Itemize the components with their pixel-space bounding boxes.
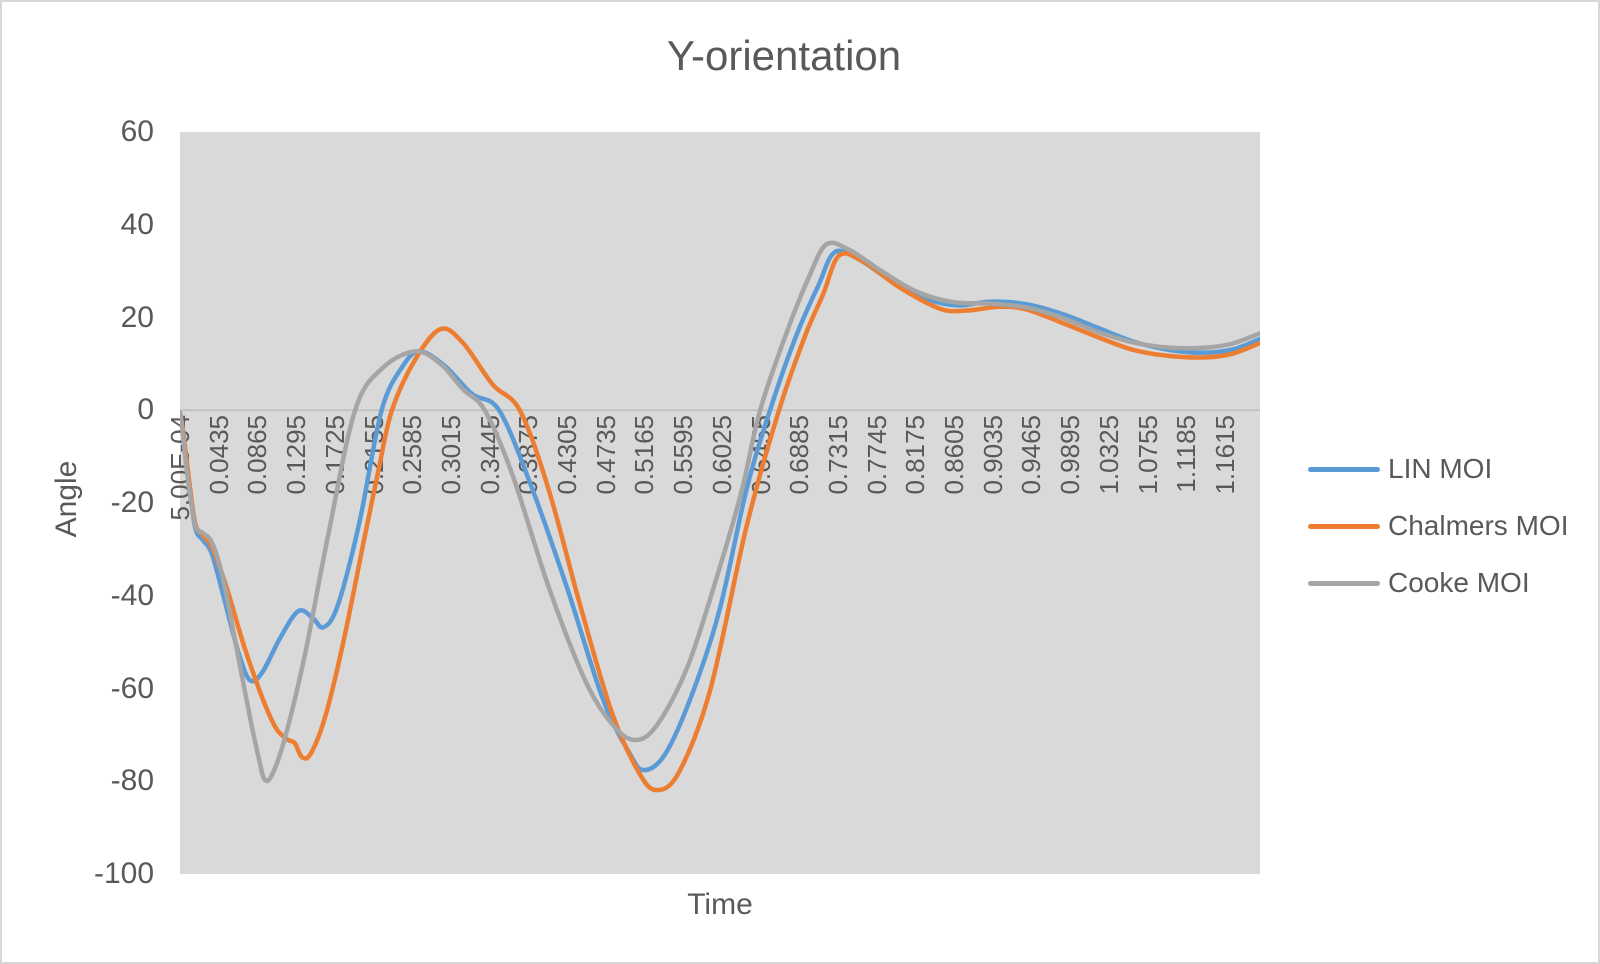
- x-tick-label: 0.7315: [822, 415, 853, 495]
- y-tick-label: -80: [110, 764, 154, 798]
- x-tick-label: 0.4735: [590, 415, 621, 495]
- x-tick-label: 0.9035: [977, 415, 1008, 495]
- x-tick-label: 0.3875: [513, 415, 544, 495]
- y-tick-label: -20: [110, 486, 154, 519]
- x-tick-label: 0.4305: [552, 415, 582, 495]
- x-tick-label: 0.7745: [861, 415, 892, 495]
- x-tick-label: 5.00E-04: [165, 415, 195, 521]
- chart-title: Y-orientation: [666, 32, 902, 79]
- y-tick-label: 20: [120, 300, 154, 334]
- x-tick-label: 0.2155: [358, 415, 389, 495]
- legend-label: Cooke MOI: [1388, 567, 1530, 598]
- x-tick-label: 0.6885: [784, 415, 815, 495]
- x-tick-label: 0.5165: [629, 415, 660, 495]
- x-tick-label: 0.6025: [706, 415, 737, 495]
- x-tick-label: 0.1725: [319, 415, 350, 495]
- x-tick-label: 0.8605: [939, 415, 969, 495]
- legend-swatch-icon: [1308, 580, 1380, 586]
- plot-area-background: [180, 132, 1260, 874]
- x-tick-label: 0.3015: [435, 415, 466, 495]
- x-tick-label: 0.5595: [668, 415, 699, 495]
- x-tick-label: 1.1185: [1171, 415, 1202, 493]
- legend-label: Chalmers MOI: [1388, 510, 1569, 541]
- legend-swatch-icon: [1308, 523, 1380, 529]
- legend: LIN MOI Chalmers MOI Cooke MOI: [1308, 452, 1568, 600]
- x-tick-label: 1.1615: [1209, 415, 1240, 495]
- x-tick-label: 0.6455: [745, 415, 776, 495]
- x-tick-label: 0.0865: [242, 415, 273, 495]
- x-tick-label: 0.3445: [474, 415, 505, 495]
- x-axis-title: Time: [687, 888, 753, 921]
- y-tick-label: 40: [120, 207, 154, 241]
- x-tick-label: 1.0755: [1132, 415, 1163, 495]
- x-tick-label: 0.9895: [1055, 415, 1086, 495]
- legend-item: Cooke MOI: [1308, 566, 1568, 600]
- x-tick-label: 0.2585: [397, 415, 428, 495]
- legend-swatch-icon: [1308, 466, 1380, 472]
- y-tick-label: 60: [120, 115, 154, 148]
- legend-label: LIN MOI: [1388, 453, 1493, 484]
- x-tick-label: 0.1295: [281, 415, 312, 495]
- legend-item: LIN MOI: [1308, 452, 1568, 486]
- y-tick-label: -40: [110, 578, 154, 612]
- y-tick-label: -60: [110, 671, 154, 705]
- legend-item: Chalmers MOI: [1308, 509, 1568, 543]
- y-tick-label: 0: [137, 393, 154, 427]
- x-tick-label: 0.0435: [203, 415, 234, 495]
- x-tick-label: 1.0325: [1093, 415, 1124, 495]
- y-tick-label: -100: [93, 857, 154, 890]
- x-tick-label: 0.8175: [900, 415, 931, 495]
- x-tick-label: 0.9465: [1016, 415, 1047, 495]
